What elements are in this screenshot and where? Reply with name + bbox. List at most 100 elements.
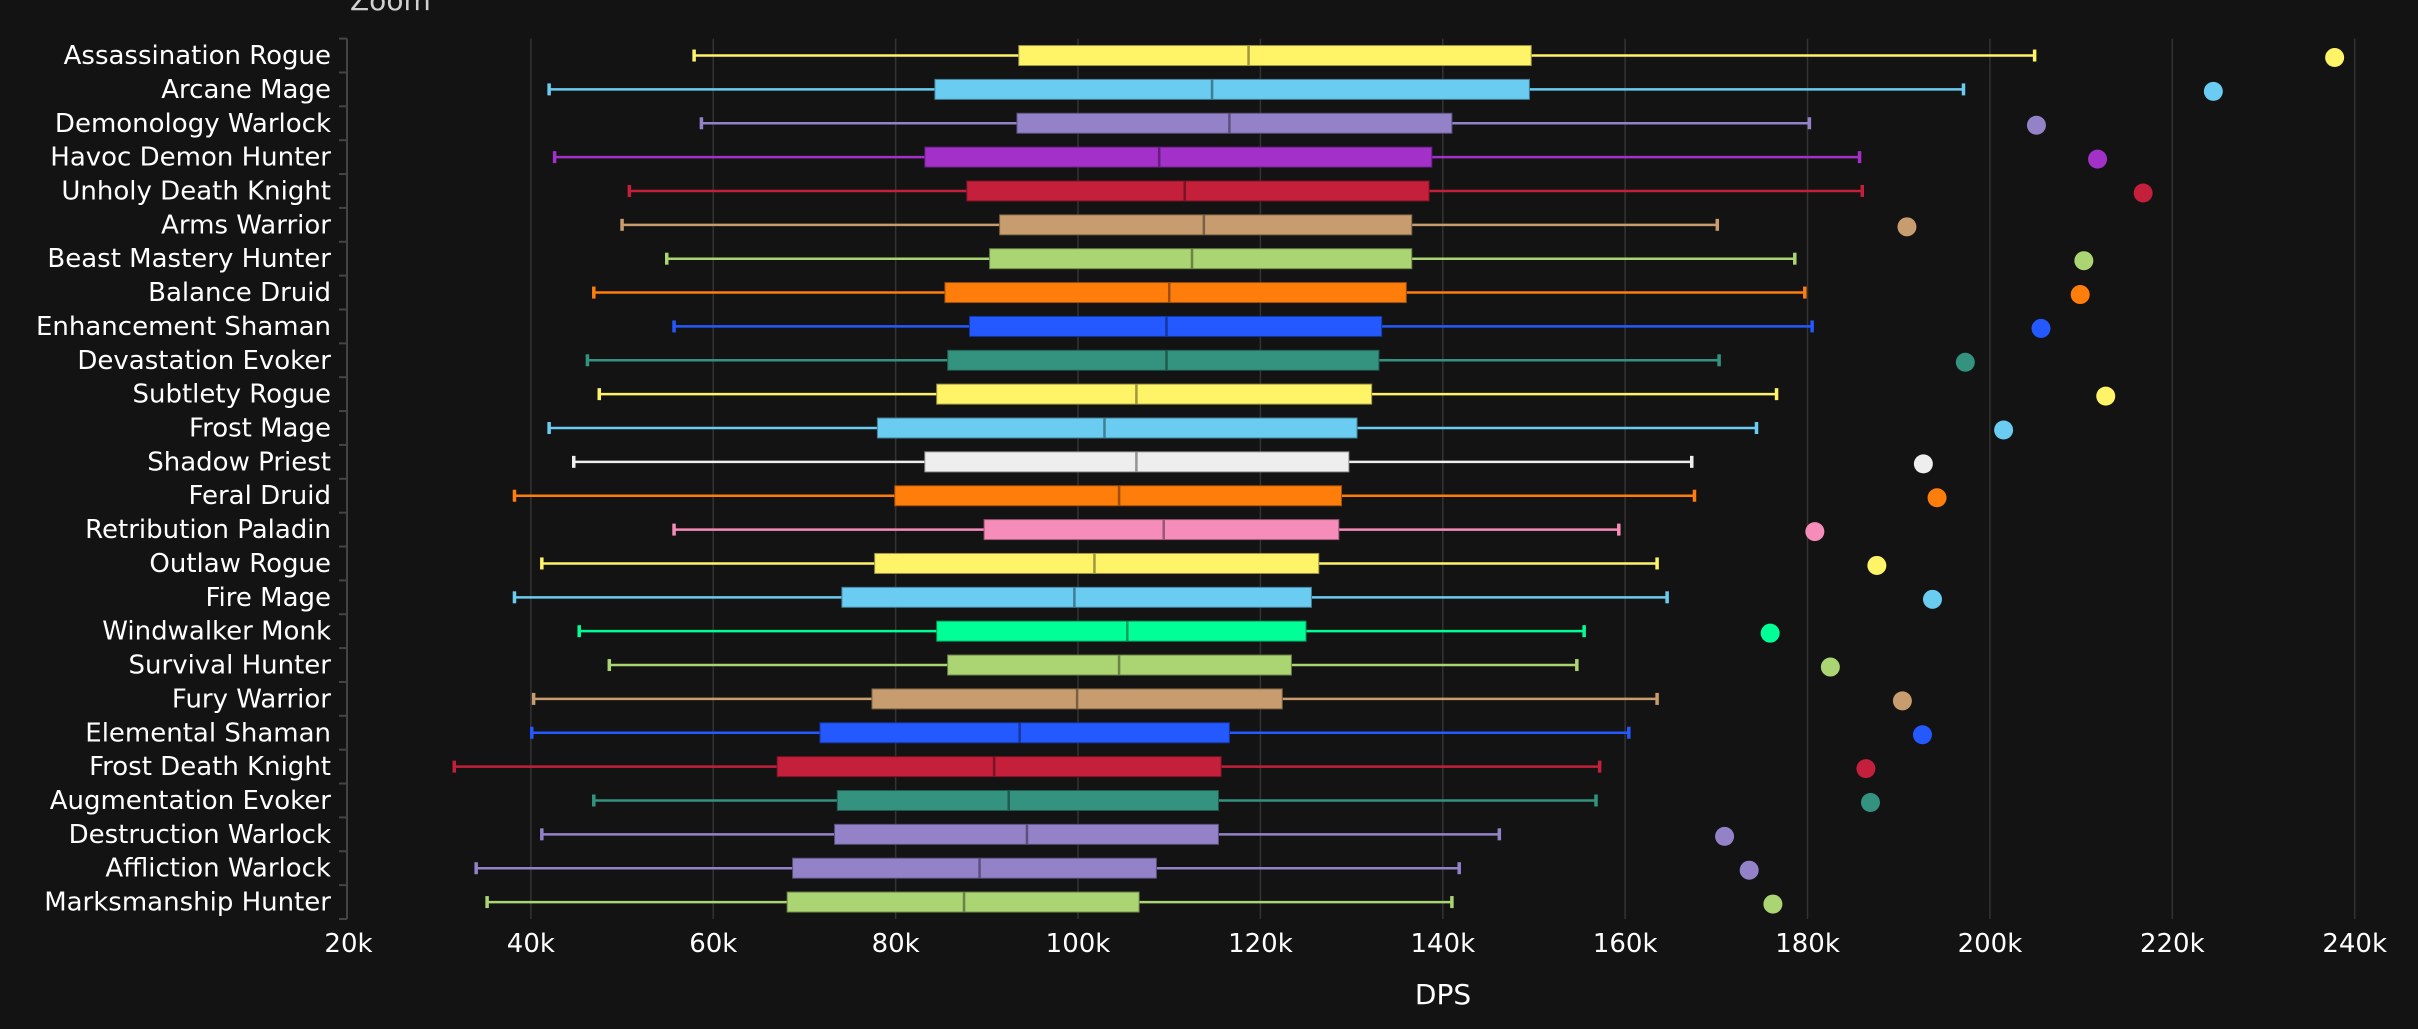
- box-row[interactable]: [452, 756, 1876, 779]
- category-label: Destruction Warlock: [69, 820, 331, 850]
- gridlines: [530, 38, 2356, 919]
- max-point[interactable]: [1805, 522, 1825, 542]
- max-point[interactable]: [1739, 860, 1759, 880]
- max-point[interactable]: [2026, 115, 2046, 135]
- x-tick-label: 60k: [689, 929, 737, 959]
- box-row[interactable]: [577, 620, 1780, 643]
- box-row[interactable]: [571, 451, 1933, 474]
- max-point[interactable]: [1760, 623, 1780, 643]
- category-label: Frost Death Knight: [89, 752, 331, 782]
- x-tick-label: 200k: [1958, 929, 2023, 959]
- box-row[interactable]: [474, 857, 1759, 880]
- x-tick-label: 20k: [324, 929, 372, 959]
- category-label: Subtlety Rogue: [132, 380, 331, 410]
- box-row[interactable]: [665, 248, 2094, 271]
- iqr-box: [934, 78, 1530, 100]
- boxes: [452, 45, 2345, 914]
- category-label: Windwalker Monk: [102, 617, 331, 647]
- category-label: Fury Warrior: [172, 684, 331, 714]
- iqr-box: [989, 248, 1413, 270]
- category-label: Fire Mage: [205, 583, 331, 613]
- box-row[interactable]: [540, 823, 1735, 846]
- max-point[interactable]: [1913, 454, 1933, 474]
- box-row[interactable]: [547, 417, 2014, 440]
- category-label: Feral Druid: [188, 481, 331, 511]
- iqr-box: [841, 586, 1312, 608]
- box-row[interactable]: [627, 180, 2153, 203]
- category-label: Marksmanship Hunter: [44, 888, 331, 918]
- box-row[interactable]: [672, 315, 2051, 338]
- iqr-box: [936, 620, 1307, 642]
- x-axis-title: DPS: [1415, 978, 1471, 1011]
- max-point[interactable]: [2325, 48, 2345, 68]
- iqr-box: [947, 349, 1380, 371]
- iqr-box: [874, 552, 1320, 574]
- box-row[interactable]: [699, 112, 2046, 135]
- max-point[interactable]: [1820, 657, 1840, 677]
- x-tick-label: 80k: [872, 929, 920, 959]
- category-label: Shadow Priest: [147, 447, 331, 477]
- zoom-label[interactable]: Zoom: [350, 0, 431, 17]
- iqr-box: [936, 383, 1373, 405]
- max-point[interactable]: [2074, 251, 2094, 271]
- category-label: Affliction Warlock: [105, 854, 331, 884]
- box-row[interactable]: [540, 552, 1887, 575]
- max-point[interactable]: [1867, 555, 1887, 575]
- category-label: Elemental Shaman: [85, 718, 331, 748]
- box-row[interactable]: [592, 789, 1880, 812]
- x-axis-ticks: 20k 40k 60k 80k 100k 120k 140k 160k 180k 200k 220k…: [324, 929, 2387, 959]
- max-point[interactable]: [1715, 826, 1735, 846]
- x-tick-label: 100k: [1046, 929, 1111, 959]
- iqr-box: [819, 722, 1230, 744]
- category-label: Devastation Evoker: [77, 346, 331, 376]
- max-point[interactable]: [1763, 894, 1783, 914]
- category-label: Havoc Demon Hunter: [50, 143, 331, 173]
- box-row[interactable]: [692, 45, 2345, 68]
- box-row[interactable]: [512, 586, 1942, 609]
- category-label: Frost Mage: [189, 414, 331, 444]
- max-point[interactable]: [1912, 725, 1932, 745]
- max-point[interactable]: [1927, 488, 1947, 508]
- box-row[interactable]: [607, 654, 1840, 677]
- max-point[interactable]: [1892, 691, 1912, 711]
- iqr-box: [836, 789, 1219, 811]
- category-label: Arms Warrior: [161, 210, 331, 240]
- category-label: Outlaw Rogue: [149, 549, 331, 579]
- max-point[interactable]: [1897, 217, 1917, 237]
- iqr-box: [876, 417, 1358, 439]
- iqr-box: [969, 315, 1383, 337]
- x-tick-label: 180k: [1775, 929, 1840, 959]
- category-label: Unholy Death Knight: [61, 176, 331, 206]
- box-row[interactable]: [547, 78, 2223, 101]
- x-tick-label: 40k: [507, 929, 555, 959]
- max-point[interactable]: [1922, 589, 1942, 609]
- max-point[interactable]: [2133, 183, 2153, 203]
- box-row[interactable]: [485, 891, 1783, 914]
- max-point[interactable]: [1860, 792, 1880, 812]
- box-row[interactable]: [592, 282, 2090, 305]
- box-row[interactable]: [552, 146, 2108, 169]
- box-row[interactable]: [512, 485, 1947, 508]
- max-point[interactable]: [2070, 285, 2090, 305]
- max-point[interactable]: [1994, 420, 2014, 440]
- box-row[interactable]: [597, 383, 2116, 406]
- x-tick-label: 220k: [2140, 929, 2205, 959]
- iqr-box: [983, 519, 1340, 541]
- max-point[interactable]: [2088, 149, 2108, 169]
- category-label: Balance Druid: [148, 278, 331, 308]
- max-point[interactable]: [1955, 352, 1975, 372]
- iqr-box: [776, 756, 1222, 778]
- max-point[interactable]: [2031, 318, 2051, 338]
- box-row[interactable]: [620, 214, 1917, 237]
- max-point[interactable]: [2096, 386, 2116, 406]
- box-row[interactable]: [672, 519, 1825, 542]
- max-point[interactable]: [1856, 759, 1876, 779]
- iqr-box: [999, 214, 1413, 236]
- x-tick-label: 240k: [2322, 929, 2387, 959]
- box-row[interactable]: [530, 722, 1932, 745]
- max-point[interactable]: [2203, 81, 2223, 101]
- box-row[interactable]: [531, 688, 1912, 711]
- box-row[interactable]: [585, 349, 1975, 372]
- x-tick-label: 120k: [1228, 929, 1293, 959]
